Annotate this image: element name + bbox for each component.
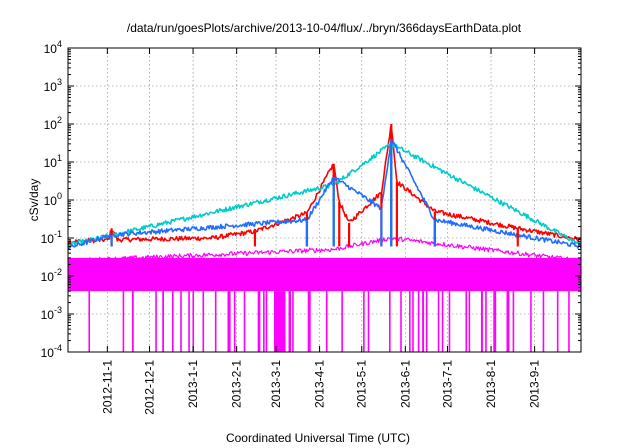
x-axis: 2012-11-1 2012-12-1 2013-1-1 2013-2-1 2013-3… [100, 48, 542, 415]
x-tick-label: 2013-7-1 [440, 360, 454, 408]
baseline-band [68, 257, 581, 292]
grid [68, 47, 581, 353]
series-line [67, 236, 582, 264]
x-tick-label: 2012-11-1 [100, 360, 114, 414]
y-tick-label: 10-4 [41, 343, 62, 360]
series-line [67, 143, 582, 248]
x-tick-label: 2013-1-1 [186, 360, 200, 408]
x-tick-label: 2013-2-1 [230, 360, 244, 408]
x-axis-label: Coordinated Universal Time (UTC) [226, 431, 410, 445]
x-tick-label: 2013-9-1 [528, 360, 542, 408]
y-tick-label: 104 [44, 39, 62, 56]
y-tick-label: 10-2 [41, 267, 62, 284]
y-tick-label: 100 [44, 191, 62, 208]
y-axis-label: cSv/day [27, 179, 41, 222]
series-line [67, 140, 582, 250]
y-tick-label: 101 [44, 153, 62, 170]
x-tick-label: 2013-6-1 [398, 360, 412, 408]
series-line [67, 126, 582, 245]
x-tick-label: 2012-12-1 [143, 360, 157, 415]
y-tick-label: 102 [44, 115, 62, 132]
data-marks [67, 124, 582, 352]
y-tick-label: 103 [44, 77, 62, 94]
y-tick-label: 10-1 [41, 229, 62, 246]
y-tick-label: 10-3 [41, 305, 62, 322]
x-tick-label: 2013-3-1 [269, 360, 283, 408]
dropout-gap [274, 291, 285, 352]
chart-title: /data/run/goesPlots/archive/2013-10-04/f… [127, 21, 522, 35]
x-tick-label: 2013-8-1 [484, 360, 498, 408]
x-tick-label: 2013-5-1 [355, 360, 369, 408]
x-tick-label: 2013-4-1 [313, 360, 327, 408]
y-axis: 10-4 10-3 10-2 10-1 100 101 102 103 104 [41, 39, 581, 360]
